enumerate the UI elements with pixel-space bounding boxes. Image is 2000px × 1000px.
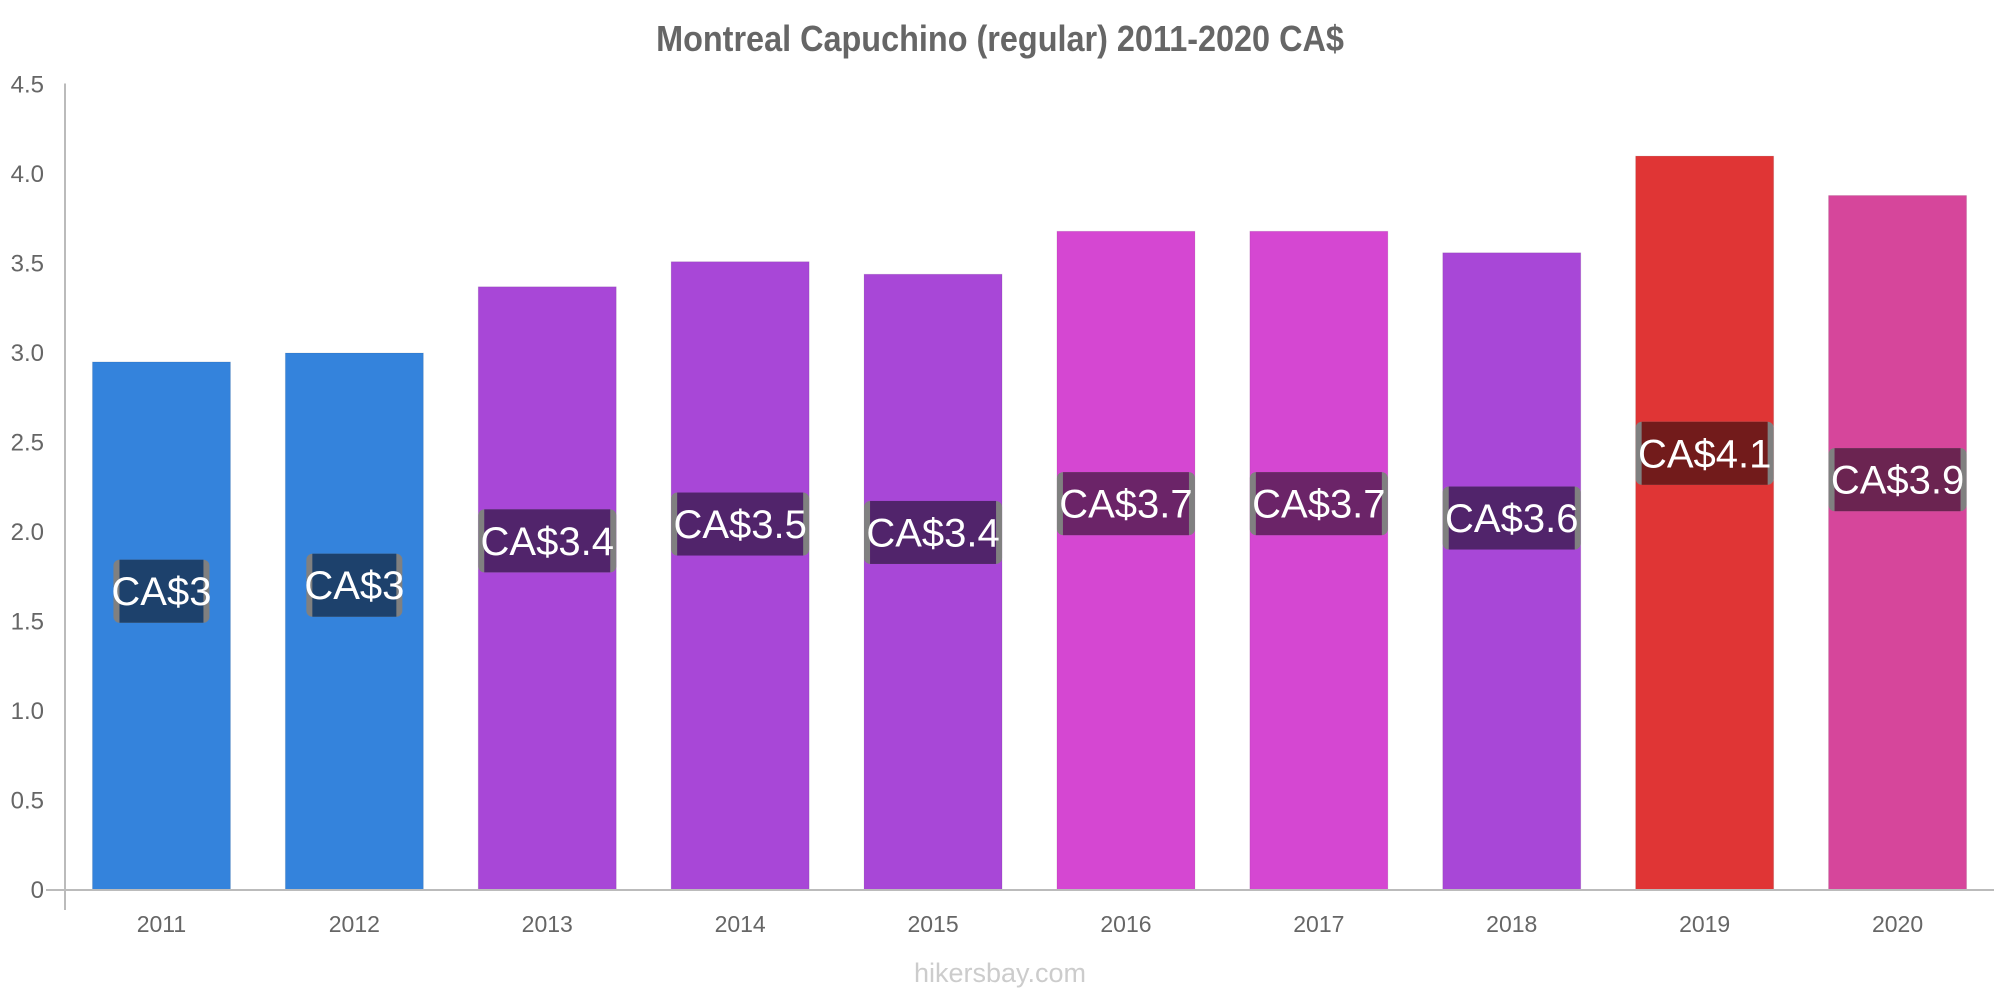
- data-label: CA$3: [304, 564, 404, 608]
- bar-2018: [1442, 252, 1582, 891]
- data-label: CA$3.7: [1059, 483, 1192, 527]
- x-tick-label: 2017: [1293, 911, 1344, 937]
- data-label: CA$3: [111, 570, 211, 614]
- x-tick-label: 2016: [1100, 911, 1151, 937]
- y-tick-label: 2.5: [11, 430, 44, 457]
- data-label-box: [1641, 421, 1768, 485]
- data-label: CA$3.6: [1445, 497, 1578, 541]
- y-tick-label: 2.0: [11, 519, 44, 546]
- data-label: CA$3.4: [866, 511, 999, 555]
- y-tick-label: 0: [31, 877, 44, 904]
- x-tick-label: 2019: [1679, 911, 1730, 937]
- y-tick-label: 4.5: [11, 72, 44, 99]
- bar-2016: [1056, 230, 1196, 891]
- data-label: CA$4.1: [1638, 432, 1771, 476]
- y-tick-label: 3.5: [11, 251, 44, 278]
- data-label: CA$3.9: [1831, 459, 1964, 503]
- data-label-box: [1834, 448, 1961, 512]
- x-tick-label: 2014: [715, 911, 766, 937]
- watermark: hikersbay.com: [913, 958, 1087, 988]
- bar-2012: [284, 352, 424, 891]
- data-label: CA$3.5: [673, 503, 806, 547]
- bar-2015: [863, 273, 1003, 891]
- data-label-box: [484, 509, 611, 573]
- x-tick-label: 2015: [907, 911, 958, 937]
- data-label-box: [312, 553, 397, 617]
- y-axis: 0 0.5 1.0 1.5 2.0 2.5 3.0 3.5 4.0 4.5: [11, 72, 66, 910]
- data-label-box: [870, 500, 997, 564]
- data-label-box: [677, 492, 804, 556]
- data-label-box: [119, 559, 204, 623]
- bar-2013: [477, 286, 617, 891]
- x-tick-label: 2012: [329, 911, 380, 937]
- data-label-box: [1255, 472, 1382, 536]
- y-tick-label: 3.0: [11, 340, 44, 367]
- chart-title: Montreal Capuchino (regular) 2011-2020 C…: [656, 18, 1344, 59]
- bar-2011: [91, 361, 231, 891]
- data-label: CA$3.7: [1252, 483, 1385, 527]
- x-axis: 2011 2012 2013 2014 2015 2016 2017 2018 2019 2020: [65, 889, 1994, 937]
- x-tick-label: 2013: [522, 911, 573, 937]
- x-tick-label: 2011: [137, 911, 186, 937]
- bar-2014: [670, 261, 810, 891]
- y-tick-label: 4.0: [11, 161, 44, 188]
- data-label-box: [1448, 486, 1575, 550]
- bar-2017: [1249, 230, 1389, 891]
- y-tick-label: 1.0: [11, 698, 44, 725]
- x-tick-label: 2018: [1486, 911, 1537, 937]
- bars: [91, 155, 1968, 891]
- y-tick-label: 0.5: [11, 788, 44, 815]
- x-tick-label: 2020: [1872, 911, 1923, 937]
- data-label-box: [1062, 472, 1189, 536]
- data-label: CA$3.4: [481, 520, 614, 564]
- bar-2019: [1635, 155, 1775, 891]
- data-labels: CA$3 CA$3 CA$3.4 CA$3.5 CA$3.4 CA$3.7 CA$3.7 CA…: [111, 421, 1967, 623]
- bar-2020: [1828, 194, 1968, 891]
- y-tick-label: 1.5: [11, 609, 44, 636]
